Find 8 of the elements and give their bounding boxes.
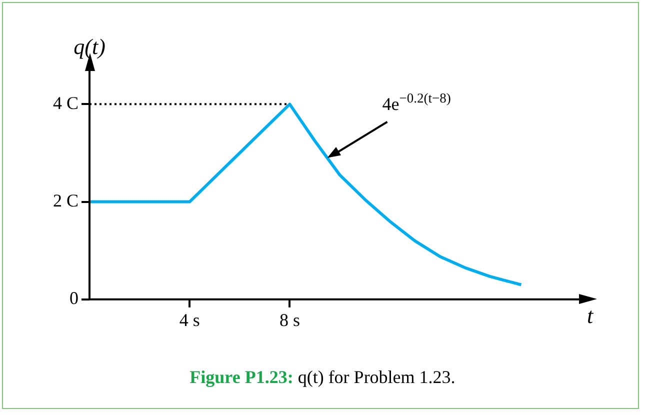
y-tick-label: 2 C xyxy=(52,190,79,211)
caption: Figure P1.23: q(t) for Problem 1.23. xyxy=(188,367,456,388)
x-tick-label: 8 s xyxy=(279,310,300,330)
y-tick-label: 4 C xyxy=(52,92,79,113)
x-tick-label: 4 s xyxy=(179,310,200,330)
y-axis-title: q(t) xyxy=(74,34,106,59)
y-tick-label: 0 xyxy=(70,288,79,308)
x-axis-title: t xyxy=(586,303,594,328)
